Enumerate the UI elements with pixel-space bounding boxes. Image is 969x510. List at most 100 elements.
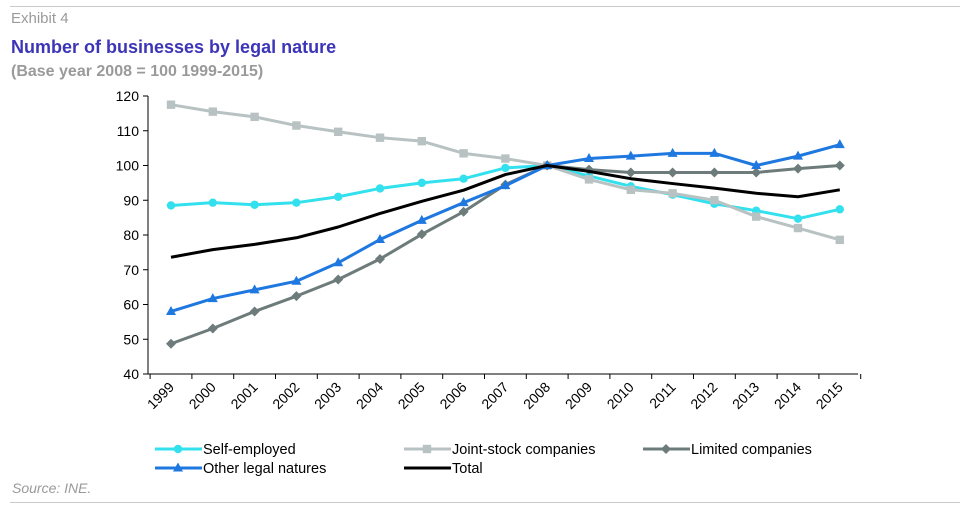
y-tick-label: 70 — [123, 262, 139, 278]
data-point-joint-stock-companies — [710, 196, 719, 205]
data-point-joint-stock-companies — [292, 121, 301, 130]
x-tick-label: 1999 — [144, 379, 177, 412]
data-point-other-legal-natures — [584, 153, 594, 163]
legend-label-total: Total — [452, 461, 483, 477]
data-point-joint-stock-companies — [584, 175, 594, 184]
data-point-joint-stock-companies — [668, 189, 677, 198]
data-point-joint-stock-companies — [250, 112, 259, 122]
data-point-self-employed — [375, 184, 385, 193]
data-point-limited-companies — [834, 160, 845, 171]
x-tick-label: 2006 — [436, 379, 469, 412]
data-point-joint-stock-companies — [793, 223, 803, 233]
y-tick-label: 50 — [123, 331, 139, 347]
legend-label-limited-companies: Limited companies — [691, 442, 812, 458]
x-tick-label: 2009 — [562, 379, 595, 412]
data-point-joint-stock-companies — [501, 154, 510, 163]
data-point-limited-companies — [458, 206, 469, 217]
data-point-joint-stock-companies — [835, 235, 844, 245]
data-point-self-employed — [334, 192, 343, 201]
legend-label-other-legal-natures: Other legal natures — [203, 461, 326, 477]
y-tick-label: 60 — [123, 297, 139, 313]
x-tick-label: 2004 — [353, 379, 386, 412]
data-point-limited-companies — [709, 167, 720, 178]
y-tick-label: 90 — [123, 192, 139, 208]
data-point-self-employed — [501, 163, 510, 173]
data-point-other-legal-natures — [834, 139, 845, 149]
data-point-self-employed — [250, 200, 259, 209]
top-rule — [10, 6, 960, 7]
x-tick-label: 2015 — [813, 379, 846, 412]
y-tick-label: 80 — [123, 227, 139, 243]
data-point-limited-companies — [793, 163, 803, 174]
data-point-other-legal-natures — [793, 150, 803, 160]
data-point-self-employed — [292, 198, 301, 207]
data-point-joint-stock-companies — [417, 136, 426, 146]
data-point-limited-companies — [166, 338, 176, 349]
data-point-other-legal-natures — [375, 234, 385, 244]
bottom-rule — [10, 502, 960, 503]
data-point-other-legal-natures — [625, 150, 636, 160]
data-point-other-legal-natures — [207, 293, 218, 303]
x-tick-label: 2002 — [269, 379, 302, 412]
x-tick-label: 2014 — [771, 379, 804, 412]
legend-marker-self-employed — [173, 444, 183, 454]
data-point-other-legal-natures — [416, 214, 427, 224]
data-point-self-employed — [793, 214, 803, 223]
y-tick-label: 110 — [117, 123, 140, 139]
x-tick-label: 2013 — [729, 379, 762, 412]
data-point-limited-companies — [291, 291, 302, 302]
data-point-limited-companies — [333, 274, 344, 285]
data-point-joint-stock-companies — [626, 185, 635, 195]
x-tick-label: 2000 — [186, 379, 219, 412]
data-point-other-legal-natures — [751, 160, 762, 169]
data-point-joint-stock-companies — [752, 212, 761, 221]
data-point-other-legal-natures — [333, 257, 344, 267]
data-point-limited-companies — [751, 167, 762, 178]
data-point-other-legal-natures — [458, 197, 469, 207]
data-point-limited-companies — [249, 306, 260, 317]
data-point-other-legal-natures — [249, 284, 260, 294]
x-tick-label: 2005 — [395, 379, 428, 412]
data-point-limited-companies — [667, 167, 678, 178]
data-point-limited-companies — [207, 323, 218, 334]
data-point-other-legal-natures — [667, 147, 678, 157]
source-note: Source: INE. — [12, 480, 92, 496]
x-tick-label: 2003 — [311, 379, 344, 412]
data-point-other-legal-natures — [709, 147, 720, 157]
legend-marker-limited-companies — [661, 444, 671, 454]
x-tick-label: 2007 — [478, 379, 511, 412]
data-point-self-employed — [208, 198, 217, 207]
data-point-joint-stock-companies — [459, 149, 468, 158]
x-tick-label: 2001 — [227, 379, 260, 412]
legend-marker-other-legal-natures — [173, 462, 183, 472]
data-point-other-legal-natures — [166, 305, 176, 315]
y-tick-label: 40 — [123, 366, 139, 382]
chart-title: Number of businesses by legal nature — [11, 37, 337, 57]
data-point-other-legal-natures — [291, 275, 302, 285]
data-point-joint-stock-companies — [334, 127, 343, 136]
x-tick-label: 2010 — [604, 379, 637, 412]
legend-marker-joint-stock-companies — [422, 444, 432, 454]
data-point-self-employed — [417, 178, 426, 188]
data-point-joint-stock-companies — [166, 100, 176, 109]
chart-subtitle: (Base year 2008 = 100 1999-2015) — [11, 63, 264, 80]
legend-label-joint-stock-companies: Joint-stock companies — [452, 442, 595, 458]
data-point-self-employed — [166, 201, 176, 210]
exhibit-label: Exhibit 4 — [11, 10, 69, 27]
data-point-joint-stock-companies — [208, 107, 217, 116]
series-line-total — [170, 164, 841, 259]
y-tick-label: 100 — [116, 158, 140, 174]
data-point-other-legal-natures — [500, 180, 511, 190]
data-point-limited-companies — [625, 167, 636, 178]
x-tick-label: 2008 — [520, 379, 553, 412]
x-tick-label: 2011 — [646, 379, 679, 412]
data-point-self-employed — [459, 174, 468, 183]
x-tick-label: 2012 — [687, 379, 720, 412]
data-point-self-employed — [835, 205, 844, 214]
data-point-limited-companies — [375, 253, 385, 264]
y-tick-label: 120 — [116, 88, 140, 104]
data-point-limited-companies — [416, 229, 427, 240]
data-point-joint-stock-companies — [375, 133, 385, 142]
legend-label-self-employed: Self-employed — [203, 442, 296, 458]
